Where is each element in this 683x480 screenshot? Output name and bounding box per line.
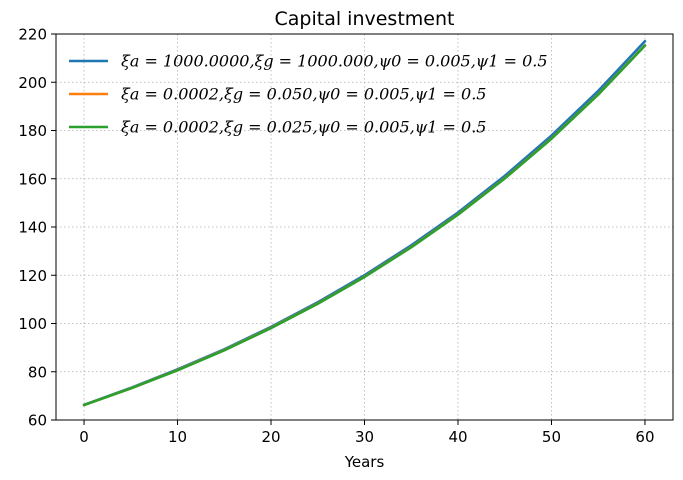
series-line-3 xyxy=(82,44,647,407)
legend-label-2: ξa = 0.0002,ξg = 0.050,ψ0 = 0.005,ψ1 = 0… xyxy=(121,85,486,104)
y-axis-ticks: 60 80 100 120 140 160 180 200 220 xyxy=(18,26,56,430)
legend: ξa = 1000.0000,ξg = 1000.000,ψ0 = 0.005,… xyxy=(69,52,548,137)
y-tick-label: 100 xyxy=(18,315,47,333)
x-tick-label: 10 xyxy=(168,428,187,446)
x-tick-label: 0 xyxy=(79,428,89,446)
legend-label-3: ξa = 0.0002,ξg = 0.025,ψ0 = 0.005,ψ1 = 0… xyxy=(121,118,486,137)
chart-title: Capital investment xyxy=(275,8,455,30)
y-tick-label: 220 xyxy=(18,26,47,44)
x-tick-label: 30 xyxy=(355,428,374,446)
y-tick-label: 60 xyxy=(28,412,47,430)
x-tick-label: 50 xyxy=(542,428,561,446)
y-tick-label: 140 xyxy=(18,219,47,237)
y-tick-label: 160 xyxy=(18,170,47,188)
x-axis-ticks: 0 10 20 30 40 50 60 xyxy=(79,420,655,446)
y-tick-label: 200 xyxy=(18,74,47,92)
legend-label-1: ξa = 1000.0000,ξg = 1000.000,ψ0 = 0.005,… xyxy=(121,52,548,71)
y-tick-label: 120 xyxy=(18,267,47,285)
x-tick-label: 60 xyxy=(635,428,654,446)
x-tick-label: 40 xyxy=(448,428,467,446)
y-tick-label: 80 xyxy=(28,363,47,381)
series-lines xyxy=(82,39,647,407)
x-axis-label: Years xyxy=(344,453,385,471)
y-tick-label: 180 xyxy=(18,122,47,140)
x-tick-label: 20 xyxy=(261,428,280,446)
